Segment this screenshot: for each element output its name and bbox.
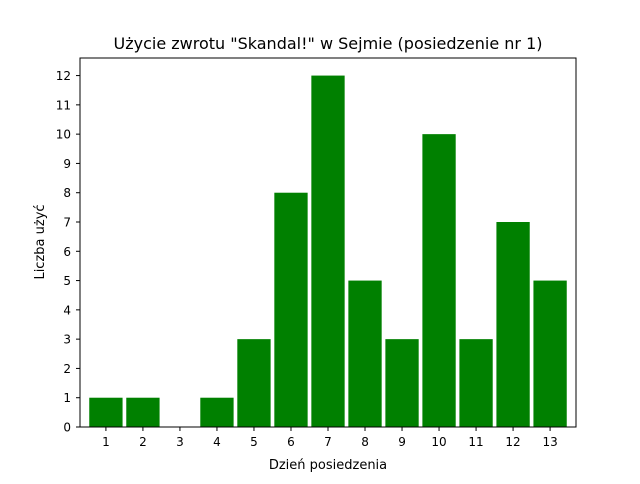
x-tick-label: 12 xyxy=(505,435,520,449)
y-tick-label: 0 xyxy=(63,421,71,435)
y-axis-label: Liczba użyć xyxy=(33,204,48,279)
x-tick-label: 3 xyxy=(176,435,184,449)
x-tick-label: 5 xyxy=(250,435,258,449)
y-tick-label: 2 xyxy=(63,362,71,376)
x-axis-label: Dzień posiedzenia xyxy=(269,458,387,473)
bar-day-7 xyxy=(311,75,345,428)
x-tick-label: 1 xyxy=(102,435,110,449)
bar-day-5 xyxy=(237,339,271,427)
y-tick-label: 4 xyxy=(63,303,71,317)
bar-day-11 xyxy=(459,339,493,427)
bar-day-10 xyxy=(422,134,456,427)
x-tick-label: 11 xyxy=(468,435,483,449)
plot-bars xyxy=(89,75,567,428)
y-tick-label: 1 xyxy=(63,391,71,405)
bar-day-12 xyxy=(496,222,530,427)
bar-day-13 xyxy=(533,280,567,427)
x-tick-label: 7 xyxy=(324,435,332,449)
x-axis: 1 2 3 4 5 6 7 8 9 10 11 12 13 xyxy=(102,427,558,449)
x-tick-label: 13 xyxy=(542,435,557,449)
bar-day-2 xyxy=(126,397,160,427)
y-tick-label: 5 xyxy=(63,274,71,288)
y-tick-label: 10 xyxy=(56,128,71,142)
x-tick-label: 8 xyxy=(361,435,369,449)
plot-frame xyxy=(79,57,577,428)
y-tick-label: 3 xyxy=(63,333,71,347)
x-tick-label: 6 xyxy=(287,435,295,449)
bar-day-8 xyxy=(348,280,382,427)
x-tick-label: 9 xyxy=(398,435,406,449)
x-tick-label: 10 xyxy=(431,435,446,449)
bar-day-1 xyxy=(89,397,123,427)
y-tick-label: 9 xyxy=(63,157,71,171)
y-tick-label: 8 xyxy=(63,186,71,200)
y-tick-label: 6 xyxy=(63,245,71,259)
chart-title: Użycie zwrotu "Skandal!" w Sejmie (posie… xyxy=(114,34,543,53)
x-tick-label: 2 xyxy=(139,435,147,449)
x-tick-label: 4 xyxy=(213,435,221,449)
y-tick-label: 7 xyxy=(63,216,71,230)
bar-day-9 xyxy=(385,339,419,427)
bar-day-4 xyxy=(200,397,234,427)
y-tick-label: 12 xyxy=(56,69,71,83)
y-tick-label: 11 xyxy=(56,98,71,112)
bar-day-6 xyxy=(274,192,308,427)
